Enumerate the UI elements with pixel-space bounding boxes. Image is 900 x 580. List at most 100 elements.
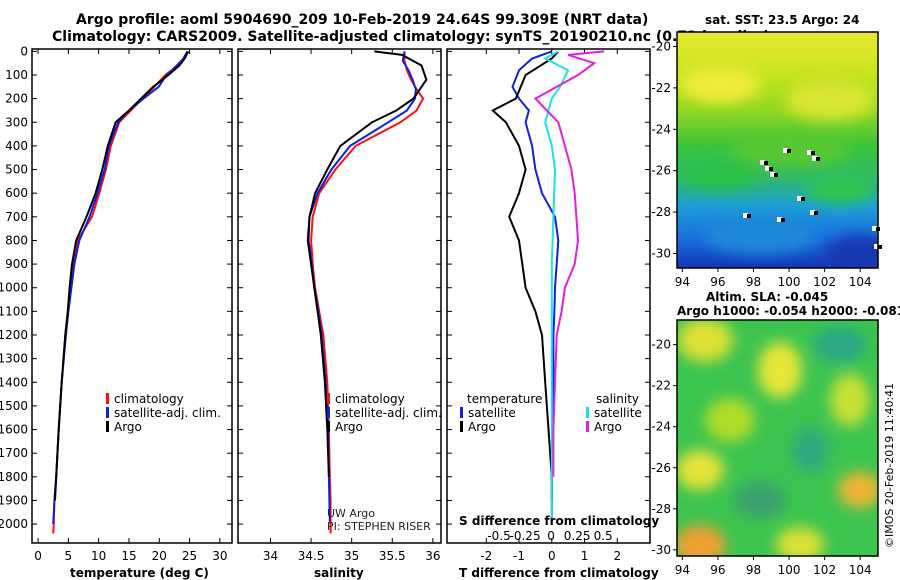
y-tick-label: 1600 [0,423,28,437]
cloud-mask-pixel [874,244,879,249]
y-tick-label: 1300 [0,352,28,366]
sla-map: 94 96 98 100 102 104 -20 -22 -24 -26 -28 -30 [651,319,879,577]
cloud-mask-pixel [812,156,817,161]
x-tick-label: 0 [34,549,42,563]
map-y-tick-label: -22 [651,379,671,393]
difference-xlabel-top: S difference from climatology [459,514,659,528]
legend-swatch-satellite [106,407,109,418]
s-tick-label: 0 [547,529,555,543]
y-tick-label: 0 [20,44,28,58]
cloud-mask-pixel [769,167,773,171]
map-y-tick-label: -22 [651,81,671,95]
map-x-tick-label: 102 [813,563,836,577]
cloud-mask-pixel [872,226,877,231]
sst-map: 94 96 98 100 102 104 -20 -22 -24 -26 -28 -30 [651,31,882,289]
y-tick-label: 900 [5,257,28,271]
legend-label: Argo [114,420,142,434]
map-x-tick-label: 100 [778,275,801,289]
legend-label: satellite [468,406,516,420]
map-y-tick-label: -20 [651,338,671,352]
map-x-tick-label: 94 [675,275,690,289]
x-tick-label: 30 [212,549,227,563]
y-tick-label: 1400 [0,375,28,389]
x-tick-label: 36 [425,549,440,563]
temperature-legend: climatology satellite-adj. clim. Argo [106,392,221,434]
y-tick-label: 600 [5,186,28,200]
cloud-mask-pixel [770,172,775,177]
map-y-tick-label: -26 [651,461,671,475]
map-x-tick-label: 94 [675,563,690,577]
cloud-mask-pixel [764,161,768,165]
x-tick-label: 0 [548,549,556,563]
map-y-tick-label: -24 [651,420,671,434]
x-tick-label: 2 [613,549,621,563]
map-x-tick-label: 104 [849,275,872,289]
map-x-tick-label: 98 [746,275,761,289]
y-tick-label: 1700 [0,446,28,460]
series-line-salinity-satellite [543,50,570,522]
difference-legend-salinity: salinity satellite Argo [586,392,642,434]
x-tick-label: -2 [480,549,492,563]
legend-label: climatology [335,392,405,406]
cloud-mask-pixel [807,150,812,155]
map-y-tick-label: -26 [651,164,671,178]
legend-title: salinity [596,392,639,406]
sst-map-title: sat. SST: 23.5 Argo: 24 [705,13,859,27]
x-tick-label: 10 [91,549,106,563]
y-tick-label: 700 [5,210,28,224]
y-tick-label: 500 [5,163,28,177]
legend-label: satellite [594,406,642,420]
map-x-tick-label: 98 [746,563,761,577]
y-tick-label: 1800 [0,470,28,484]
map-x-tick-label: 104 [849,563,872,577]
y-tick-label: 800 [5,233,28,247]
cloud-mask-pixel [774,173,778,177]
y-tick-label: 1900 [0,493,28,507]
salinity-legend: climatology satellite-adj. clim. Argo UW… [327,392,442,533]
map-y-tick-label: -20 [651,39,671,53]
temperature-xlabel: temperature (deg C) [70,566,209,580]
difference-xlabel: T difference from climatology [459,566,659,580]
legend-label: Argo [594,420,622,434]
sla-map-title: Altim. SLA: -0.045 [706,290,828,304]
cloud-mask-pixel [814,211,818,215]
series-line-argo [306,50,428,477]
legend-swatch-argo [586,421,589,432]
float-pi-annotation: PI: STEPHEN RISER [327,520,431,533]
x-tick-label: 34 [263,549,278,563]
s-tick-label: -0.5 [487,529,510,543]
x-tick-label: 35.5 [379,549,406,563]
cloud-mask-pixel [783,148,788,153]
cloud-mask-pixel [777,217,782,222]
series-line-salinity-argo [533,50,605,477]
difference-panel-frame [446,48,651,544]
salinity-panel-frame [237,48,442,544]
series-line-temperature-argo [491,50,560,501]
map-x-tick-label: 102 [813,275,836,289]
map-x-tick-label: 96 [710,275,725,289]
s-tick-label: -0.25 [510,529,541,543]
cloud-mask-pixel [781,218,785,222]
legend-swatch-satellite [460,407,463,418]
x-tick-label: 5 [65,549,73,563]
map-x-tick-label: 96 [710,563,725,577]
cloud-mask-pixel [760,160,765,165]
map-y-tick-label: -30 [651,247,671,261]
imos-timestamp: ©IMOS 20-Feb-2019 11:40:41 [883,382,896,548]
difference-legend-temperature: temperature satellite Argo [460,392,542,434]
legend-label: Argo [335,420,363,434]
map-y-tick-label: -30 [651,543,671,557]
cloud-mask-pixel [765,166,770,171]
legend-label: Argo [468,420,496,434]
y-tick-label: 1500 [0,399,28,413]
legend-swatch-satellite [327,407,330,418]
cloud-mask-pixel [810,210,815,215]
cloud-mask-pixel [811,151,815,155]
x-tick-label: -1 [513,549,525,563]
salinity-xlabel: salinity [314,566,364,580]
cloud-mask-pixel [816,157,820,161]
legend-swatch-argo [106,421,109,432]
y-tick-label: 400 [5,139,28,153]
cloud-mask-pixel [747,214,751,218]
